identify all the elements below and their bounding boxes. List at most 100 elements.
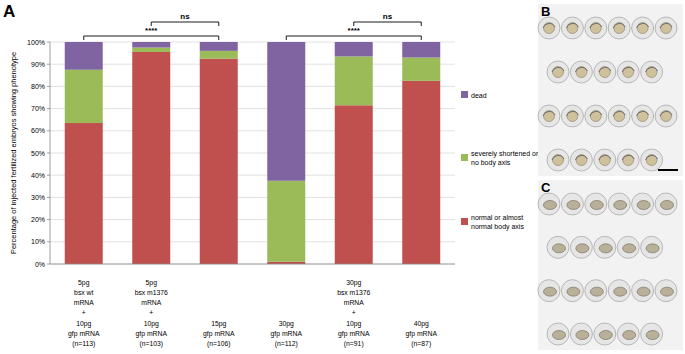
embryo-chorion [585,105,607,127]
embryo-deformed [590,201,603,210]
embryo-chorion [585,193,607,215]
embryo-yolk [637,111,648,122]
legend-label-line: no body axis [471,159,511,167]
embryo-yolk [576,67,587,78]
legend-swatch [461,154,468,161]
embryo-deformed [599,244,612,253]
embryo-body [613,23,625,28]
embryo-chorion [561,105,583,127]
tick-mark [47,197,50,198]
embryo-deformed [553,244,566,253]
embryo-body [566,23,578,28]
embryo-chorion [570,61,592,83]
category-label-line: 5pg [78,279,90,287]
embryo-body [622,155,634,160]
embryo-yolk [623,155,634,166]
bar-segment [335,42,373,56]
embryo-chorion [547,323,569,345]
grid-line [50,197,455,198]
embryo-deformed [544,201,557,210]
y-axis [50,42,51,264]
embryo-deformed [614,201,627,210]
embryo-deformed [614,287,627,296]
significance-label: **** [348,26,361,35]
embryo-body [637,23,649,28]
bar-segment [335,105,373,264]
significance-label: ns [383,12,393,21]
embryo-deformed [637,201,650,210]
category-label: 5pgbsx wtmRNA+10pggfp mRNA(n=113) [68,279,100,348]
legend-swatch [461,218,468,225]
embryo-yolk [646,67,657,78]
tick-mark [47,86,50,87]
bar-segment [132,48,170,52]
significance-bracket [286,36,421,40]
embryo-body [599,155,611,160]
category-label-line: 10pg [76,320,91,328]
category-label-line: (n=87) [411,340,431,348]
category-label-line: + [149,309,153,316]
scale-bar [658,169,678,171]
category-label-line: 5pg [146,279,158,287]
embryo-chorion [641,61,663,83]
bar-segment [402,42,440,58]
bar-segment [200,51,238,59]
tick-label: 20% [31,216,45,223]
bar-segment [65,123,103,264]
tick-mark [47,130,50,131]
category-label-line: mRNA [141,299,161,306]
embryo-chorion [561,17,583,39]
legend-label: normal or almostnormal body axis [471,214,524,231]
embryo-chorion [538,193,560,215]
x-axis [50,264,455,265]
grid-line [50,241,455,242]
category-label: 30pgbsx m1376mRNA+10pggfp mRNA(n=91) [337,279,370,348]
embryo-chorion [570,323,592,345]
grid-line [50,64,455,65]
embryo-deformed [576,244,589,253]
grid-line [50,219,455,220]
embryo-deformed [661,287,674,296]
legend-label-line: dead [471,92,487,99]
category-label-line: mRNA [74,299,94,306]
embryo-deformed [590,287,603,296]
embryo-body [566,111,578,116]
embryo-deformed [553,331,566,340]
tick-mark [47,219,50,220]
embryo-deformed [646,244,659,253]
embryo-chorion [538,105,560,127]
embryo-body [543,111,555,116]
embryo-chorion [632,280,654,302]
grid-line [50,42,455,43]
embryo-chorion [632,193,654,215]
embryo-deformed [637,287,650,296]
embryo-chorion [585,280,607,302]
embryo-yolk [576,155,587,166]
category-label-line: 40pg [414,320,429,328]
category-label: 30pggfp mRNA(n=112) [271,320,303,348]
embryo-chorion [641,236,663,258]
embryo-body [599,67,611,72]
embryo-chorion [632,105,654,127]
legend-swatch [461,91,468,98]
embryo-chorion [617,149,639,171]
category-label-line: 30pg [279,320,294,328]
embryo-chorion [655,105,677,127]
bar-segment [65,70,103,123]
category-label-line: 15pg [211,320,226,328]
category-label-line: (n=91) [344,340,364,348]
embryo-yolk [567,23,578,34]
bar-segment [200,59,238,264]
grid-line [50,108,455,109]
embryo-yolk [623,67,634,78]
category-label-line: (n=106) [207,340,231,348]
tick-mark [47,241,50,242]
embryo-deformed [623,331,636,340]
photo-background [538,4,683,176]
embryo-deformed [661,201,674,210]
embryo-deformed [567,201,580,210]
panel-label: A [3,2,15,21]
embryo-yolk [614,23,625,34]
embryo-deformed [576,331,589,340]
embryo-yolk [661,111,672,122]
